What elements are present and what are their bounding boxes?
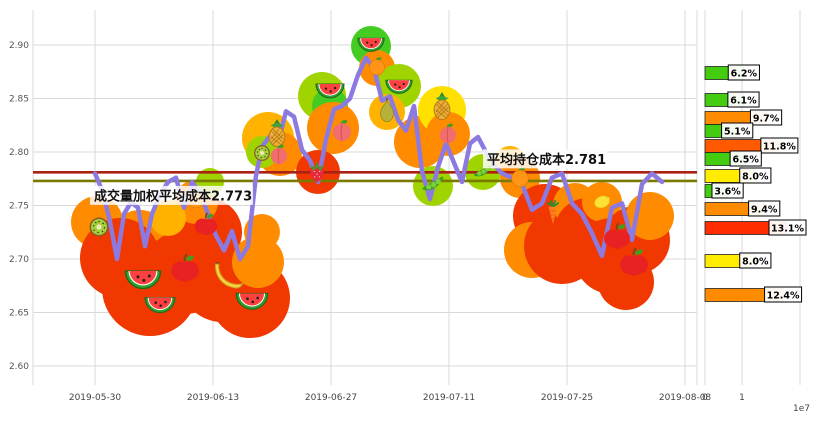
volume-bar-label: 3.6%: [714, 187, 741, 198]
volume-bar-label: 5.1%: [724, 127, 751, 138]
x-axis-date-label: 2019-07-11: [423, 393, 475, 403]
watermelon-icon: [144, 297, 176, 314]
volume-bar-label: 8.0%: [742, 172, 769, 183]
apple-icon: [171, 253, 199, 282]
volume-bar-label: 6.5%: [733, 155, 760, 166]
volume-bar-label: 6.1%: [730, 96, 757, 107]
reference-lines: [33, 171, 697, 183]
x-axis-date-label: 2019-07-25: [541, 393, 593, 403]
reference-label: 成交量加权平均成本2.773: [94, 188, 252, 204]
volume-bar-label-box: [749, 109, 783, 126]
y-axis-tick-label: 2.75: [9, 202, 29, 212]
halo-blob: [307, 102, 359, 154]
apple-icon: [620, 247, 648, 276]
volume-bar-label-box: [727, 64, 760, 81]
strawberry-icon: [310, 161, 324, 183]
volume-bar-label: 11.8%: [763, 142, 796, 153]
reference-label-box: [90, 185, 253, 205]
peapod-icon: [422, 176, 444, 191]
volume-axis-tick-label: 1: [739, 393, 745, 403]
y-axis-tick-label: 2.85: [9, 95, 29, 105]
pineapple-icon: [433, 92, 451, 121]
reference-label-box: [483, 149, 607, 169]
volume-bar-label-box: [768, 219, 807, 236]
watermelon-icon: [357, 37, 385, 52]
x-axis-date-label: 2019-06-27: [305, 393, 357, 403]
peach-icon: [270, 144, 288, 165]
volume-bar-label-box: [721, 122, 754, 139]
halo-blob: [244, 214, 280, 250]
volume-bar-label: 12.4%: [767, 291, 800, 302]
pear-icon: [380, 98, 394, 123]
y-axis-tick-label: 2.80: [9, 148, 29, 158]
peach-icon: [333, 119, 351, 142]
carrot-icon: [546, 199, 560, 225]
volume-bar-label-box: [727, 91, 760, 108]
reference-line-labels: 平均持仓成本2.781 成交量加权平均成本2.773: [90, 149, 607, 205]
y-axis-tick-label: 2.60: [9, 362, 29, 372]
tangerine-icon: [511, 167, 529, 188]
volume-bar-label-box: [764, 286, 803, 303]
volume-bar-label: 8.0%: [742, 257, 769, 268]
volume-axis-tick-label: 0: [702, 393, 708, 403]
pineapple-icon: [268, 119, 286, 148]
lemon-icon: [594, 195, 610, 209]
banana-icon: [214, 261, 244, 289]
volume-bar-label-box: [739, 252, 772, 269]
x-axis-date-label: 2019-05-30: [69, 393, 122, 403]
watermelon-icon: [124, 270, 162, 290]
kiwi-icon: [89, 217, 109, 237]
watermelon-icon: [315, 83, 345, 99]
volume-profile-panel: 0 11e76.2%6.1%9.7%5.1%11.8%6.5%8.0%3.6%9.…: [702, 10, 810, 414]
y-axis-tick-label: 2.65: [9, 309, 29, 319]
volume-bar-label: 13.1%: [771, 224, 804, 235]
volume-bar-label: 6.2%: [731, 69, 758, 80]
volume-bar-label-box: [760, 137, 799, 154]
tangerine-icon: [369, 57, 385, 76]
halo-blob: [150, 200, 186, 236]
y-axis-tick-label: 2.90: [9, 41, 29, 51]
x-axis-date-label: 2019-06-13: [187, 393, 239, 403]
peach-icon: [439, 123, 457, 144]
volume-bar-label-box: [729, 150, 762, 167]
fruit-markers: [89, 37, 648, 314]
y-axis-tick-label: 2.70: [9, 255, 29, 265]
kiwi-icon: [254, 145, 270, 161]
volume-bar-label-box: [748, 200, 781, 217]
volume-axis-unit-label: 1e7: [793, 404, 810, 414]
volume-bar-label: 9.4%: [751, 205, 778, 216]
watermelon-icon: [235, 292, 269, 310]
volume-bar-label: 9.7%: [753, 114, 780, 125]
reference-label: 平均持仓成本2.781: [487, 152, 606, 168]
apple-icon: [604, 222, 630, 249]
volume-bar-label-box: [711, 182, 744, 199]
x-axis-date-label: 2019-08-08: [659, 393, 712, 403]
apple-icon: [194, 212, 218, 236]
volume-bar-label-box: [739, 167, 772, 184]
watermelon-icon: [385, 79, 413, 94]
